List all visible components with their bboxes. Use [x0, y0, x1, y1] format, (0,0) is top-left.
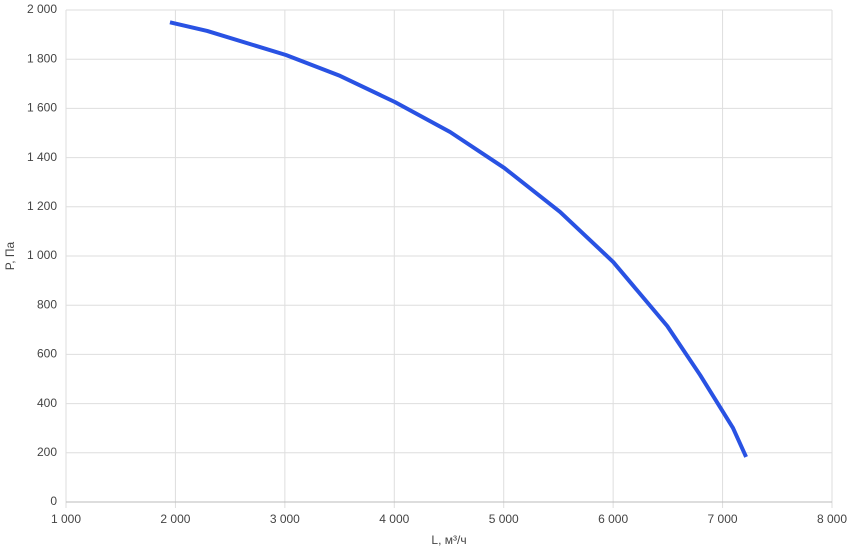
x-tick-label: 7 000	[708, 512, 738, 526]
x-tick-label: 4 000	[379, 512, 409, 526]
y-tick-label: 1 800	[27, 51, 57, 65]
y-tick-label: 1 400	[27, 150, 57, 164]
y-tick-label: 800	[37, 297, 57, 311]
y-tick-label: 2 000	[27, 2, 57, 16]
x-tick-label: 8 000	[817, 512, 847, 526]
y-axis-title: P, Па	[3, 241, 17, 270]
y-tick-label: 1 200	[27, 199, 57, 213]
x-tick-label: 5 000	[489, 512, 519, 526]
x-axis-title: L, м³/ч	[431, 533, 466, 547]
x-tick-label: 3 000	[270, 512, 300, 526]
y-tick-label: 0	[50, 494, 57, 508]
x-tick-label: 6 000	[598, 512, 628, 526]
y-tick-label: 200	[37, 445, 57, 459]
data-line	[169, 20, 748, 458]
y-tick-label: 600	[37, 347, 57, 361]
y-tick-label: 1 000	[27, 248, 57, 262]
x-tick-label: 2 000	[160, 512, 190, 526]
x-tick-label: 1 000	[51, 512, 81, 526]
y-tick-label: 1 600	[27, 101, 57, 115]
y-tick-label: 400	[37, 396, 57, 410]
